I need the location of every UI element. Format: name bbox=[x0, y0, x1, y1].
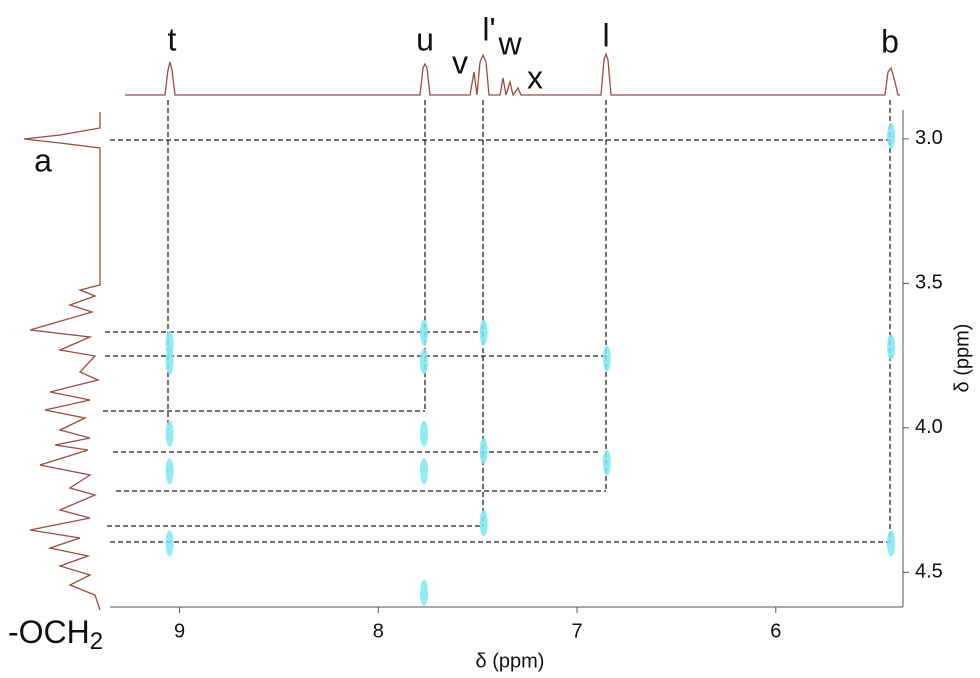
x-tick-label: 8 bbox=[373, 620, 384, 642]
cross-peak bbox=[887, 123, 896, 150]
y-tick-label: 4.5 bbox=[915, 561, 943, 583]
x-tick-label: 7 bbox=[571, 620, 582, 642]
cross-peak bbox=[602, 449, 611, 476]
correlation-lines bbox=[103, 100, 891, 543]
cross-peak bbox=[479, 510, 488, 537]
peak-label: l bbox=[602, 17, 609, 53]
x-tick-label: 9 bbox=[174, 620, 185, 642]
side-label: -OCH2 bbox=[8, 614, 103, 655]
side-label-subscript: 2 bbox=[90, 628, 103, 655]
cross-peak bbox=[479, 319, 488, 346]
cross-peak bbox=[602, 345, 611, 372]
cross-peak bbox=[165, 530, 174, 557]
cross-peak bbox=[420, 319, 429, 346]
peak-label: u bbox=[416, 21, 434, 57]
side-label: a bbox=[34, 142, 52, 178]
cross-peak bbox=[165, 420, 174, 447]
x-axis-label: δ (ppm) bbox=[476, 650, 545, 672]
peak-label: l' bbox=[482, 11, 495, 47]
side-spectrum bbox=[23, 112, 101, 611]
peak-label: w bbox=[497, 25, 522, 61]
peak-label: x bbox=[527, 59, 543, 95]
y-axis-label: δ (ppm) bbox=[951, 324, 973, 393]
cross-peak bbox=[165, 348, 174, 375]
side-label-text: -OCH bbox=[8, 614, 90, 650]
y-tick-label: 4.0 bbox=[915, 416, 943, 438]
cross-peak bbox=[479, 437, 488, 464]
y-tick-label: 3.5 bbox=[915, 272, 943, 294]
cross-peak bbox=[887, 333, 896, 360]
cross-peak bbox=[420, 348, 429, 375]
y-tick-label: 3.0 bbox=[915, 127, 943, 149]
cross-peak bbox=[420, 420, 429, 447]
peak-label: b bbox=[881, 23, 899, 59]
cross-peak bbox=[420, 458, 429, 485]
peak-label: v bbox=[452, 44, 468, 80]
cross-peak bbox=[887, 530, 896, 557]
x-tick-label: 6 bbox=[770, 620, 781, 642]
cross-peak bbox=[420, 579, 429, 606]
peak-label: t bbox=[168, 21, 177, 57]
top-spectrum bbox=[125, 51, 900, 97]
cross-peak bbox=[165, 458, 174, 485]
